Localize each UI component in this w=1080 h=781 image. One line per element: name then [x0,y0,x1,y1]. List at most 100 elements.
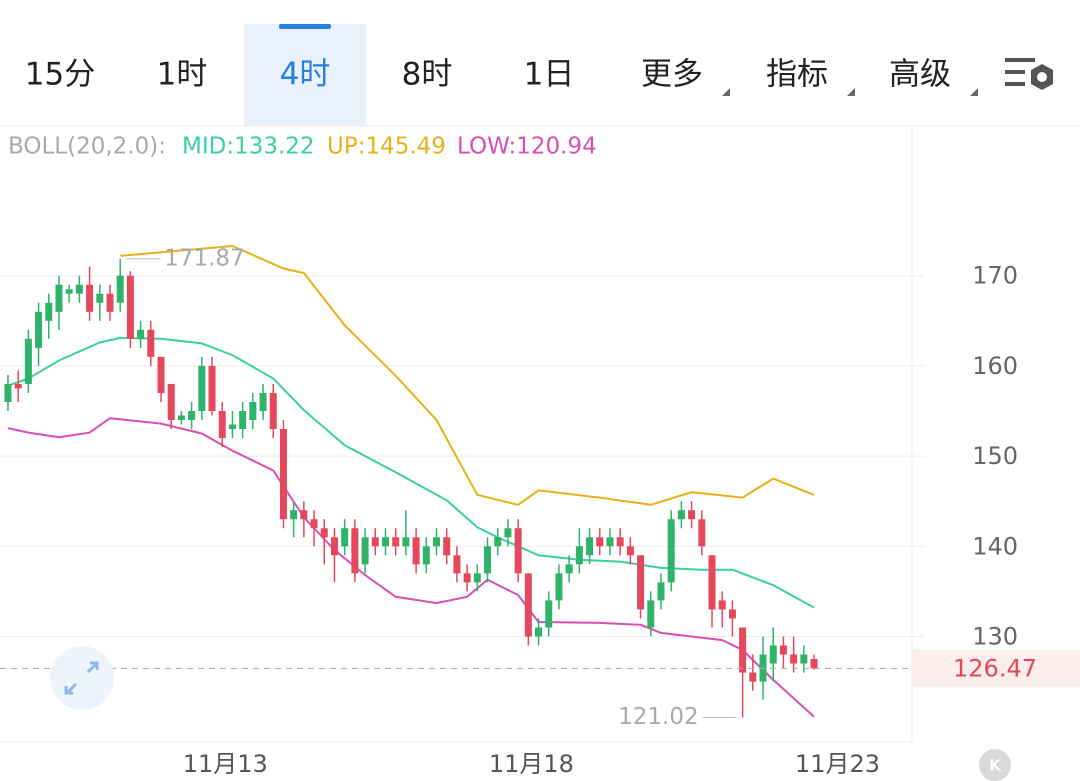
candle-body [800,654,808,664]
tab[interactable]: 1时 [157,57,208,93]
y-tick-label: 170 [972,262,1018,290]
candle-body [290,510,298,520]
candle-body [606,537,614,547]
tab-active-bg [244,24,366,126]
last-price-label: 126.47 [953,654,1037,682]
tab[interactable]: 8时 [402,57,453,93]
candle-body [749,672,757,682]
tab-dropdown [722,88,730,96]
chart: 130 140 150 160 170 11月13 11月18 11月23 BOLL(20,2.… [0,126,1080,778]
candle-body [239,411,247,430]
candle-body [810,659,818,669]
candle-body [657,582,665,601]
tab-active-bar [279,24,331,29]
candle-body [147,329,155,357]
candle-body [14,383,22,389]
candle-body [473,573,481,583]
candle-body [310,519,318,529]
candle-body [35,311,43,348]
tab-dropdown [970,88,978,96]
legend-entry: LOW:120.94 [457,134,597,160]
candle-body [402,537,410,547]
candle-body [422,546,430,565]
y-tick-label: 150 [972,442,1018,470]
candle-body [433,537,441,547]
candle-body [75,284,83,294]
candle-body [545,600,553,628]
candle-body [4,383,12,402]
candle-body [708,555,716,610]
candle-body [647,600,655,628]
candle-body [96,293,104,303]
candle-body [392,537,400,547]
candle-body [637,555,645,610]
candle-body [371,537,379,547]
boll-line [120,244,815,506]
candle-body [279,429,287,520]
candle-body [381,537,389,547]
settings-icon[interactable] [1005,58,1053,90]
candle-body [320,528,328,538]
annotation-label: 171.87 [164,245,244,271]
candle-body [524,573,532,637]
candle-body [463,573,471,583]
legend-entry: MID:133.22 [182,134,315,160]
candle-body [106,293,114,312]
candle-body [351,528,359,574]
candle-body [86,284,94,312]
tab[interactable]: 高级 [889,57,951,93]
candle-body [55,284,63,312]
candle-body [341,528,349,547]
tab-bar: 15分 1时 4时 8时 1日 更多 指标 高级 [25,24,978,126]
candle-body [453,555,461,574]
candle-body [228,424,236,430]
candle-body [667,519,675,583]
candle-body [361,537,369,565]
y-tick-label: 160 [972,352,1018,380]
candle-body [514,528,522,574]
tab[interactable]: 指标 [766,57,828,93]
candle-body [769,645,777,664]
candle-body [167,383,175,421]
candle-body [494,537,502,547]
candle-body [126,275,134,339]
candle-body [65,289,73,294]
candle-body [177,415,185,421]
tab[interactable]: 4时 [280,57,331,93]
candle-body [504,528,512,538]
candle-body [565,564,573,574]
candle-body [688,510,696,520]
tab[interactable]: 1日 [524,57,575,93]
candle-body [790,654,798,664]
candle-body [24,338,32,384]
candle-body [575,546,583,565]
candle-body [535,627,543,637]
candle-body [677,510,685,520]
candle-body [484,546,492,574]
legend-entry: UP:145.49 [327,134,446,160]
candle-body [555,573,563,601]
candle-body [188,411,196,421]
expand-icon [64,661,99,695]
candle-body [330,537,338,556]
candle-body [137,329,145,339]
candle-body [718,600,726,610]
tab[interactable]: 更多 [641,57,703,93]
candle-body [116,275,124,303]
candle-body [616,537,624,547]
expand-button[interactable] [50,646,114,710]
candle-body [249,401,257,421]
k-button[interactable] [979,749,1011,781]
candle-body [45,302,53,321]
candle-body [728,609,736,619]
candle-body [698,519,706,547]
candle-body [739,627,747,673]
candle-body [269,392,277,430]
y-tick-label: 130 [972,622,1018,650]
candle-body [586,537,594,556]
indicator-label: BOLL(20,2.0): [8,134,166,160]
tab[interactable]: 15分 [25,57,95,93]
candle-body [443,537,451,556]
